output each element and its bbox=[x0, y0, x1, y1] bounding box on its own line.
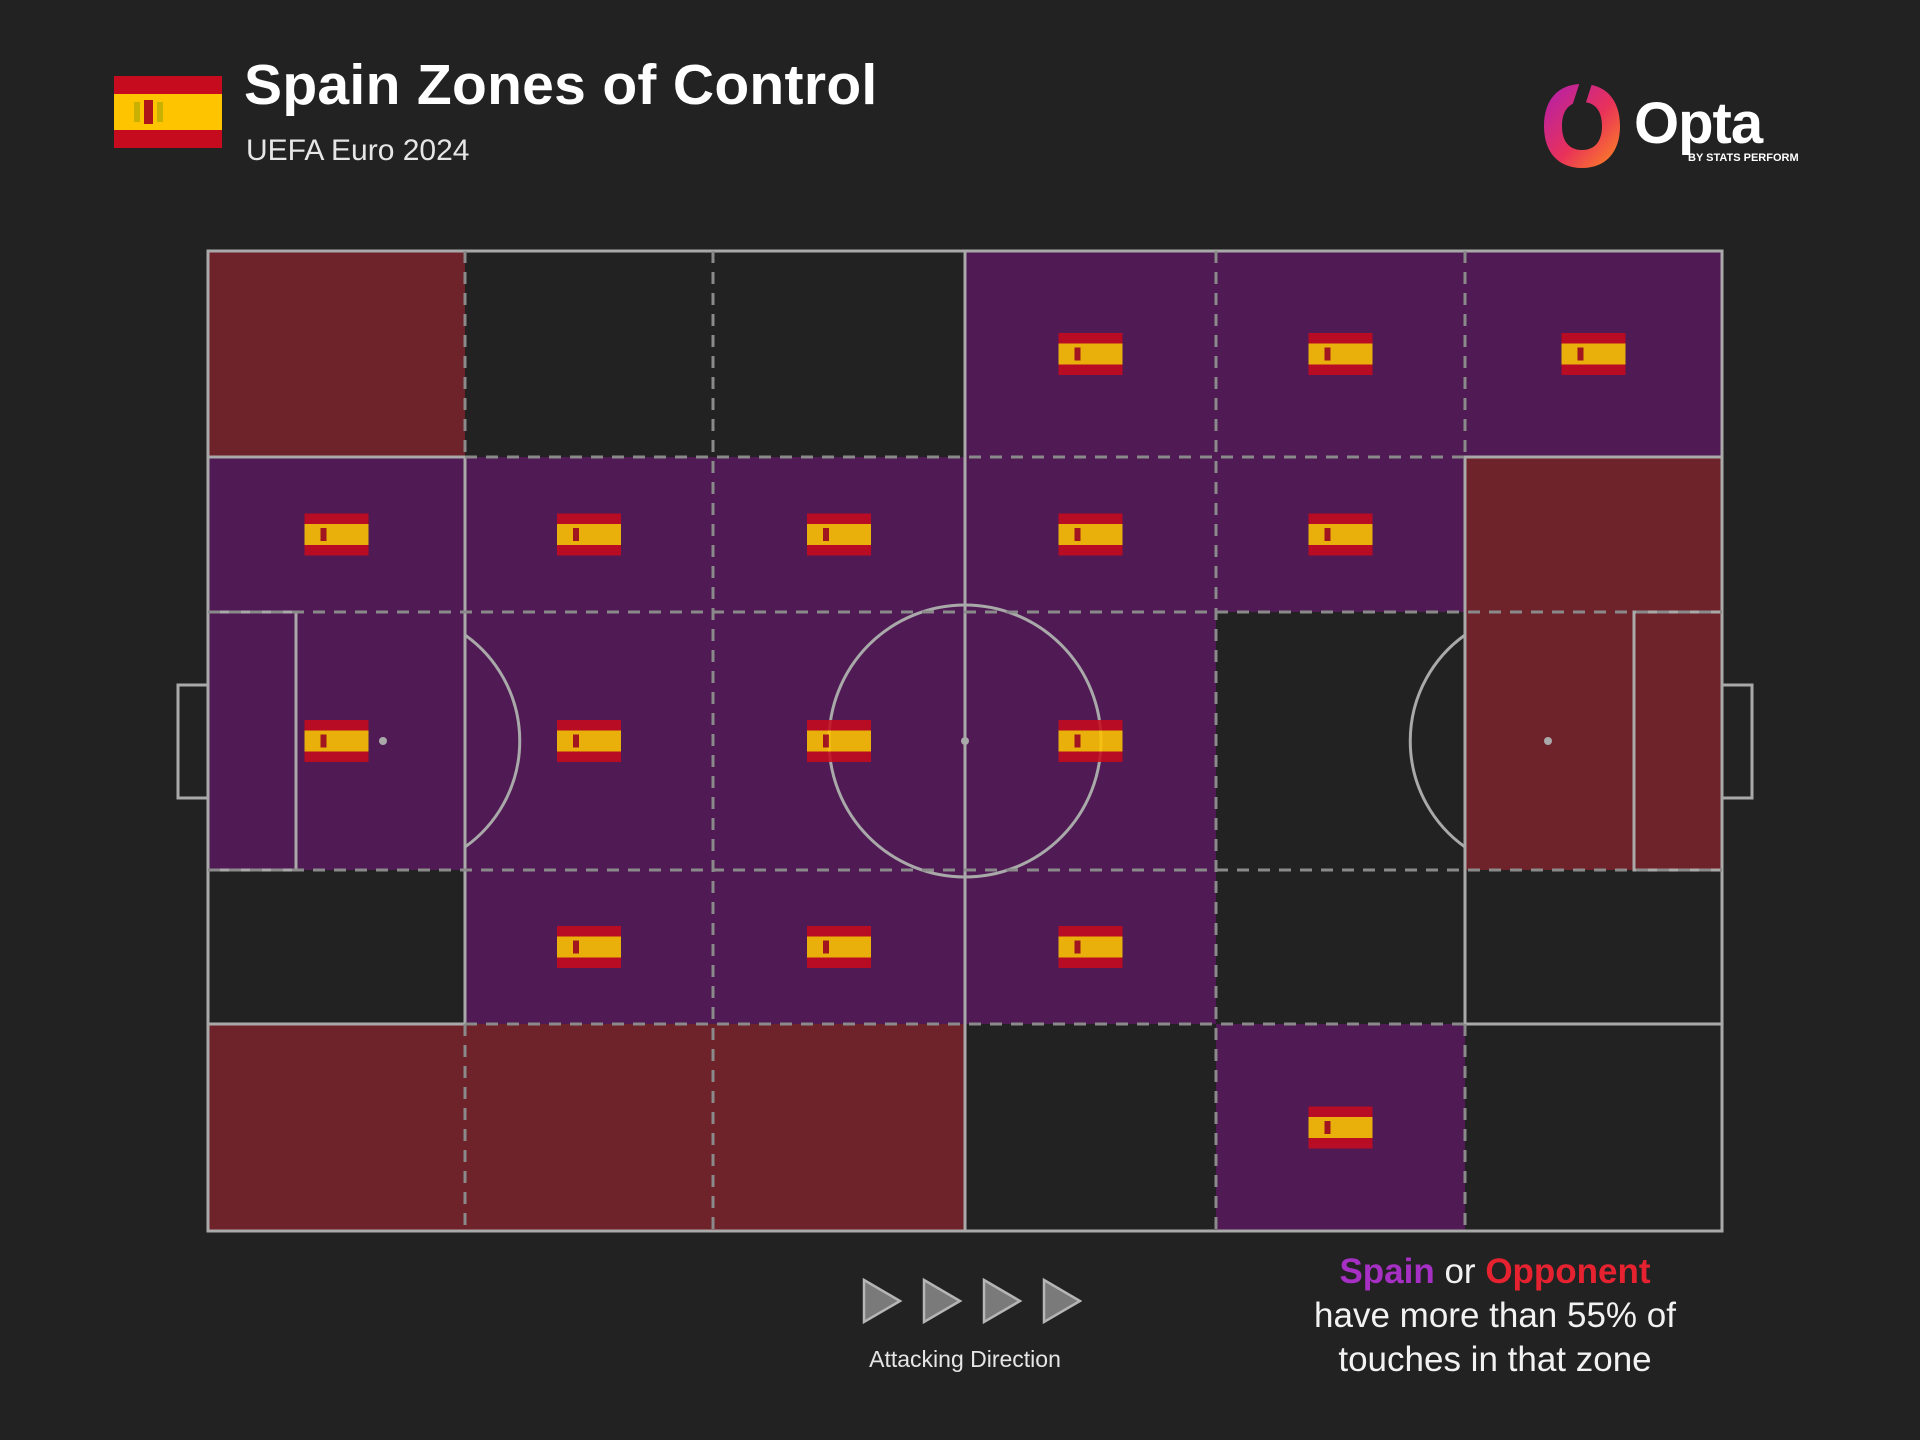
zone-cells bbox=[208, 251, 1722, 1231]
spain-zone-flag-icon bbox=[557, 926, 621, 968]
zone-cell-r1-c1 bbox=[208, 251, 465, 457]
legend-line-3: touches in that zone bbox=[1338, 1340, 1652, 1379]
spain-zone-flag-icon bbox=[807, 926, 871, 968]
direction-arrow-icon bbox=[1042, 1277, 1082, 1325]
zone-flags bbox=[304, 333, 1626, 1149]
zone-cell-r1-c3 bbox=[713, 251, 965, 457]
zone-cell-r2-c6 bbox=[1465, 457, 1722, 612]
zone-cell-r4-c1 bbox=[208, 870, 465, 1024]
legend-opponent: Opponent bbox=[1485, 1252, 1651, 1291]
direction-arrow-icon bbox=[922, 1277, 963, 1325]
spain-zone-flag-icon bbox=[557, 513, 621, 556]
right-penalty-spot bbox=[1544, 737, 1552, 745]
zone-cell-r4-c6 bbox=[1465, 870, 1722, 1024]
zone-cell-r3-c5 bbox=[1216, 612, 1465, 870]
legend-team: Spain bbox=[1339, 1252, 1435, 1291]
zone-cell-r5-c1 bbox=[208, 1024, 465, 1231]
page-subtitle: UEFA Euro 2024 bbox=[246, 134, 470, 167]
spain-zone-flag-icon bbox=[1561, 333, 1626, 375]
centre-spot bbox=[961, 737, 969, 745]
spain-zone-flag-icon bbox=[1308, 1106, 1373, 1149]
zone-cell-r5-c3 bbox=[713, 1024, 965, 1231]
zone-divider-lines bbox=[208, 251, 1722, 1231]
zone-cell-r4-c5 bbox=[1216, 870, 1465, 1024]
spain-zone-flag-icon bbox=[304, 513, 369, 556]
direction-arrow-icon bbox=[862, 1277, 903, 1325]
spain-zone-flag-icon bbox=[1308, 333, 1373, 375]
opta-logo-icon bbox=[1544, 80, 1620, 168]
pitch-spots bbox=[379, 737, 1552, 745]
left-penalty-arc bbox=[464, 633, 522, 849]
direction-arrow-icon bbox=[982, 1277, 1023, 1325]
legend-line-1: Spain or Opponent bbox=[1270, 1250, 1720, 1294]
zone-cell-r5-c4 bbox=[965, 1024, 1216, 1231]
zone-cell-r3-c6 bbox=[1465, 612, 1722, 870]
spain-zone-flag-icon bbox=[1058, 926, 1123, 968]
spain-zone-flag-icon bbox=[1058, 333, 1123, 375]
attacking-direction-arrows bbox=[862, 1277, 1082, 1325]
left-penalty-spot bbox=[379, 737, 387, 745]
opta-tagline: BY STATS PERFORM bbox=[1688, 152, 1799, 164]
right-goal bbox=[1720, 683, 1754, 800]
legend-line-2: have more than 55% of bbox=[1314, 1296, 1676, 1335]
spain-zone-flag-icon bbox=[807, 513, 871, 556]
zone-cell-r5-c6 bbox=[1465, 1024, 1722, 1231]
spain-zone-flag-icon bbox=[304, 720, 369, 762]
spain-zone-flag-icon bbox=[807, 720, 871, 762]
spain-zone-flag-icon bbox=[1308, 513, 1373, 556]
spain-zone-flag-icon bbox=[1058, 513, 1123, 556]
page-title: Spain Zones of Control bbox=[244, 53, 878, 117]
legend: Spain or Opponent have more than 55% of … bbox=[1270, 1250, 1720, 1382]
zone-cell-r5-c2 bbox=[465, 1024, 713, 1231]
attacking-direction-label: Attacking Direction bbox=[869, 1346, 1061, 1372]
left-goal bbox=[176, 683, 210, 800]
opta-wordmark: Opta bbox=[1634, 91, 1763, 156]
zone-cell-r1-c2 bbox=[465, 251, 713, 457]
spain-flag-icon bbox=[114, 76, 222, 148]
legend-or: or bbox=[1434, 1252, 1486, 1291]
right-penalty-arc bbox=[1408, 633, 1466, 849]
spain-zone-flag-icon bbox=[557, 720, 621, 762]
spain-zone-flag-icon bbox=[1058, 720, 1123, 762]
